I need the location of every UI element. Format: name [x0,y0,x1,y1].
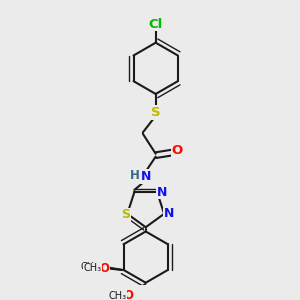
Text: S: S [122,208,130,221]
Text: CH₃: CH₃ [108,290,126,300]
Text: S: S [151,106,160,119]
Text: N: N [141,170,152,183]
Text: CH₃: CH₃ [83,263,102,274]
Text: N: N [157,186,167,199]
Text: N: N [164,207,175,220]
Text: H: H [129,169,139,182]
Text: O: O [99,262,109,275]
Text: O: O [171,144,183,158]
Text: CH₃: CH₃ [81,262,99,272]
Text: O: O [97,261,107,274]
Text: O: O [124,289,134,300]
Text: Cl: Cl [148,18,163,31]
